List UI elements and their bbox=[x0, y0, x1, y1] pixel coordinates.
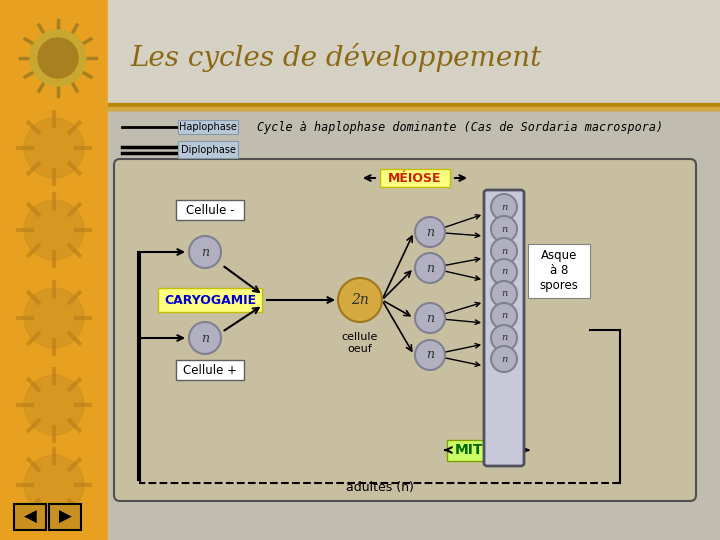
Circle shape bbox=[491, 216, 517, 242]
Text: n: n bbox=[501, 267, 507, 276]
FancyBboxPatch shape bbox=[176, 200, 244, 220]
Circle shape bbox=[24, 288, 84, 348]
Text: ◀: ◀ bbox=[24, 508, 37, 526]
Text: n: n bbox=[201, 246, 209, 259]
FancyBboxPatch shape bbox=[484, 190, 524, 466]
Circle shape bbox=[415, 253, 445, 283]
FancyBboxPatch shape bbox=[528, 244, 590, 298]
Text: MITOSE: MITOSE bbox=[455, 443, 515, 457]
Text: Cellule +: Cellule + bbox=[183, 363, 237, 376]
Text: adultes (n): adultes (n) bbox=[346, 482, 414, 495]
Circle shape bbox=[38, 38, 78, 78]
Bar bbox=[108, 0, 720, 108]
Text: cellule
oeuf: cellule oeuf bbox=[342, 332, 378, 354]
Text: MÉIOSE: MÉIOSE bbox=[388, 172, 442, 185]
Bar bbox=[108, 103, 720, 110]
Text: n: n bbox=[426, 348, 434, 361]
Circle shape bbox=[491, 303, 517, 329]
Text: n: n bbox=[426, 226, 434, 239]
Text: Cellule -: Cellule - bbox=[186, 204, 234, 217]
Circle shape bbox=[24, 455, 84, 515]
FancyBboxPatch shape bbox=[114, 159, 696, 501]
Text: CARYOGAMIE: CARYOGAMIE bbox=[164, 294, 256, 307]
Text: n: n bbox=[501, 312, 507, 321]
Text: Cycle à haplophase dominante (Cas de Sordaria macrospora): Cycle à haplophase dominante (Cas de Sor… bbox=[257, 120, 663, 133]
FancyBboxPatch shape bbox=[447, 440, 523, 461]
Circle shape bbox=[491, 325, 517, 351]
Circle shape bbox=[415, 217, 445, 247]
Circle shape bbox=[415, 340, 445, 370]
FancyBboxPatch shape bbox=[178, 141, 238, 158]
Text: Les cycles de développement: Les cycles de développement bbox=[130, 44, 541, 72]
FancyBboxPatch shape bbox=[14, 504, 46, 530]
Text: ▶: ▶ bbox=[58, 508, 71, 526]
Circle shape bbox=[491, 259, 517, 285]
Circle shape bbox=[30, 30, 86, 86]
Circle shape bbox=[189, 322, 221, 354]
Text: n: n bbox=[501, 246, 507, 255]
FancyBboxPatch shape bbox=[176, 360, 244, 380]
Circle shape bbox=[24, 118, 84, 178]
FancyBboxPatch shape bbox=[380, 169, 450, 187]
Text: n: n bbox=[501, 202, 507, 212]
Text: n: n bbox=[501, 354, 507, 363]
Text: 2n: 2n bbox=[351, 293, 369, 307]
Circle shape bbox=[338, 278, 382, 322]
Circle shape bbox=[491, 281, 517, 307]
Circle shape bbox=[415, 303, 445, 333]
Bar bbox=[108, 108, 720, 540]
Circle shape bbox=[24, 200, 84, 260]
Text: n: n bbox=[201, 332, 209, 345]
FancyBboxPatch shape bbox=[178, 120, 238, 134]
Circle shape bbox=[24, 375, 84, 435]
FancyBboxPatch shape bbox=[49, 504, 81, 530]
Text: Haplophase: Haplophase bbox=[179, 122, 237, 132]
Bar bbox=[0, 0, 108, 540]
FancyBboxPatch shape bbox=[158, 288, 262, 312]
Text: Diplophase: Diplophase bbox=[181, 145, 235, 155]
Text: n: n bbox=[501, 225, 507, 233]
Text: n: n bbox=[501, 289, 507, 299]
Text: n: n bbox=[501, 334, 507, 342]
Text: Asque
à 8
spores: Asque à 8 spores bbox=[539, 249, 578, 293]
Circle shape bbox=[491, 238, 517, 264]
Bar bbox=[108, 107, 720, 110]
Text: n: n bbox=[426, 261, 434, 274]
Circle shape bbox=[491, 346, 517, 372]
Text: n: n bbox=[426, 312, 434, 325]
Circle shape bbox=[491, 194, 517, 220]
Circle shape bbox=[189, 236, 221, 268]
